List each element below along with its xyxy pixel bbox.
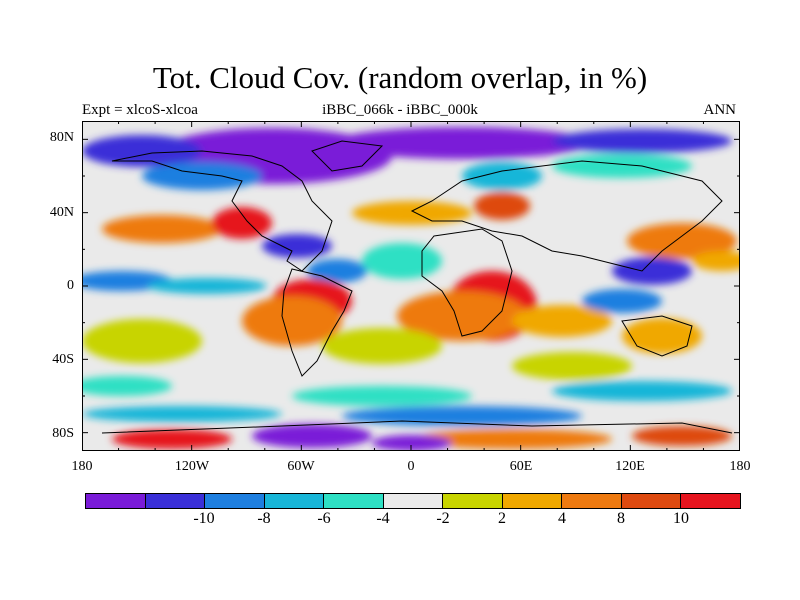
x-tick-180-west: 180 xyxy=(71,459,93,474)
season-label: ANN xyxy=(703,102,737,118)
colorbar-label: 8 xyxy=(617,510,625,527)
colorbar-label: -6 xyxy=(317,510,331,527)
colorbar-box-3 xyxy=(264,494,325,508)
colorbar-box-7 xyxy=(502,494,563,508)
x-tick-120w: 120W xyxy=(174,459,210,474)
colorbar-label: -8 xyxy=(257,510,271,527)
y-tick-80n: 80N xyxy=(49,130,74,145)
x-tick-180-east: 180 xyxy=(729,459,751,474)
colorbar xyxy=(85,493,741,509)
y-tick-40s: 40S xyxy=(52,352,74,367)
x-tick-60e: 60E xyxy=(509,459,533,474)
plot-title: Tot. Cloud Cov. (random overlap, in %) xyxy=(152,60,648,95)
axis-ticks xyxy=(82,121,740,451)
colorbar-box-6 xyxy=(443,494,503,508)
map-panel xyxy=(82,121,740,451)
anomaly-field xyxy=(82,127,740,451)
colorbar-box-8 xyxy=(562,494,622,508)
cloud-cover-map xyxy=(82,121,740,451)
colorbar-box-1 xyxy=(145,494,206,508)
x-tick-0: 0 xyxy=(407,459,415,474)
x-tick-120e: 120E xyxy=(615,459,645,474)
y-tick-40n: 40N xyxy=(49,205,74,220)
y-tick-80s: 80S xyxy=(52,426,74,441)
y-tick-0: 0 xyxy=(67,278,74,293)
coastlines xyxy=(101,140,733,434)
colorbar-box-5 xyxy=(383,494,444,508)
colorbar-box-9 xyxy=(621,494,682,508)
colorbar-label: -2 xyxy=(436,510,450,527)
comparison-label: iBBC_066k - iBBC_000k xyxy=(322,102,478,118)
colorbar-box-4 xyxy=(324,494,384,508)
colorbar-box-0 xyxy=(86,494,146,508)
colorbar-box-2 xyxy=(205,494,265,508)
colorbar-box-10 xyxy=(681,494,741,508)
colorbar-label: 4 xyxy=(558,510,566,527)
experiment-label: Expt = xlcoS-xlcoa xyxy=(82,102,198,118)
x-tick-60w: 60W xyxy=(287,459,315,474)
colorbar-label: -4 xyxy=(376,510,390,527)
colorbar-label: -10 xyxy=(193,510,215,527)
colorbar-label: 2 xyxy=(498,510,506,527)
colorbar-label: 10 xyxy=(673,510,689,527)
